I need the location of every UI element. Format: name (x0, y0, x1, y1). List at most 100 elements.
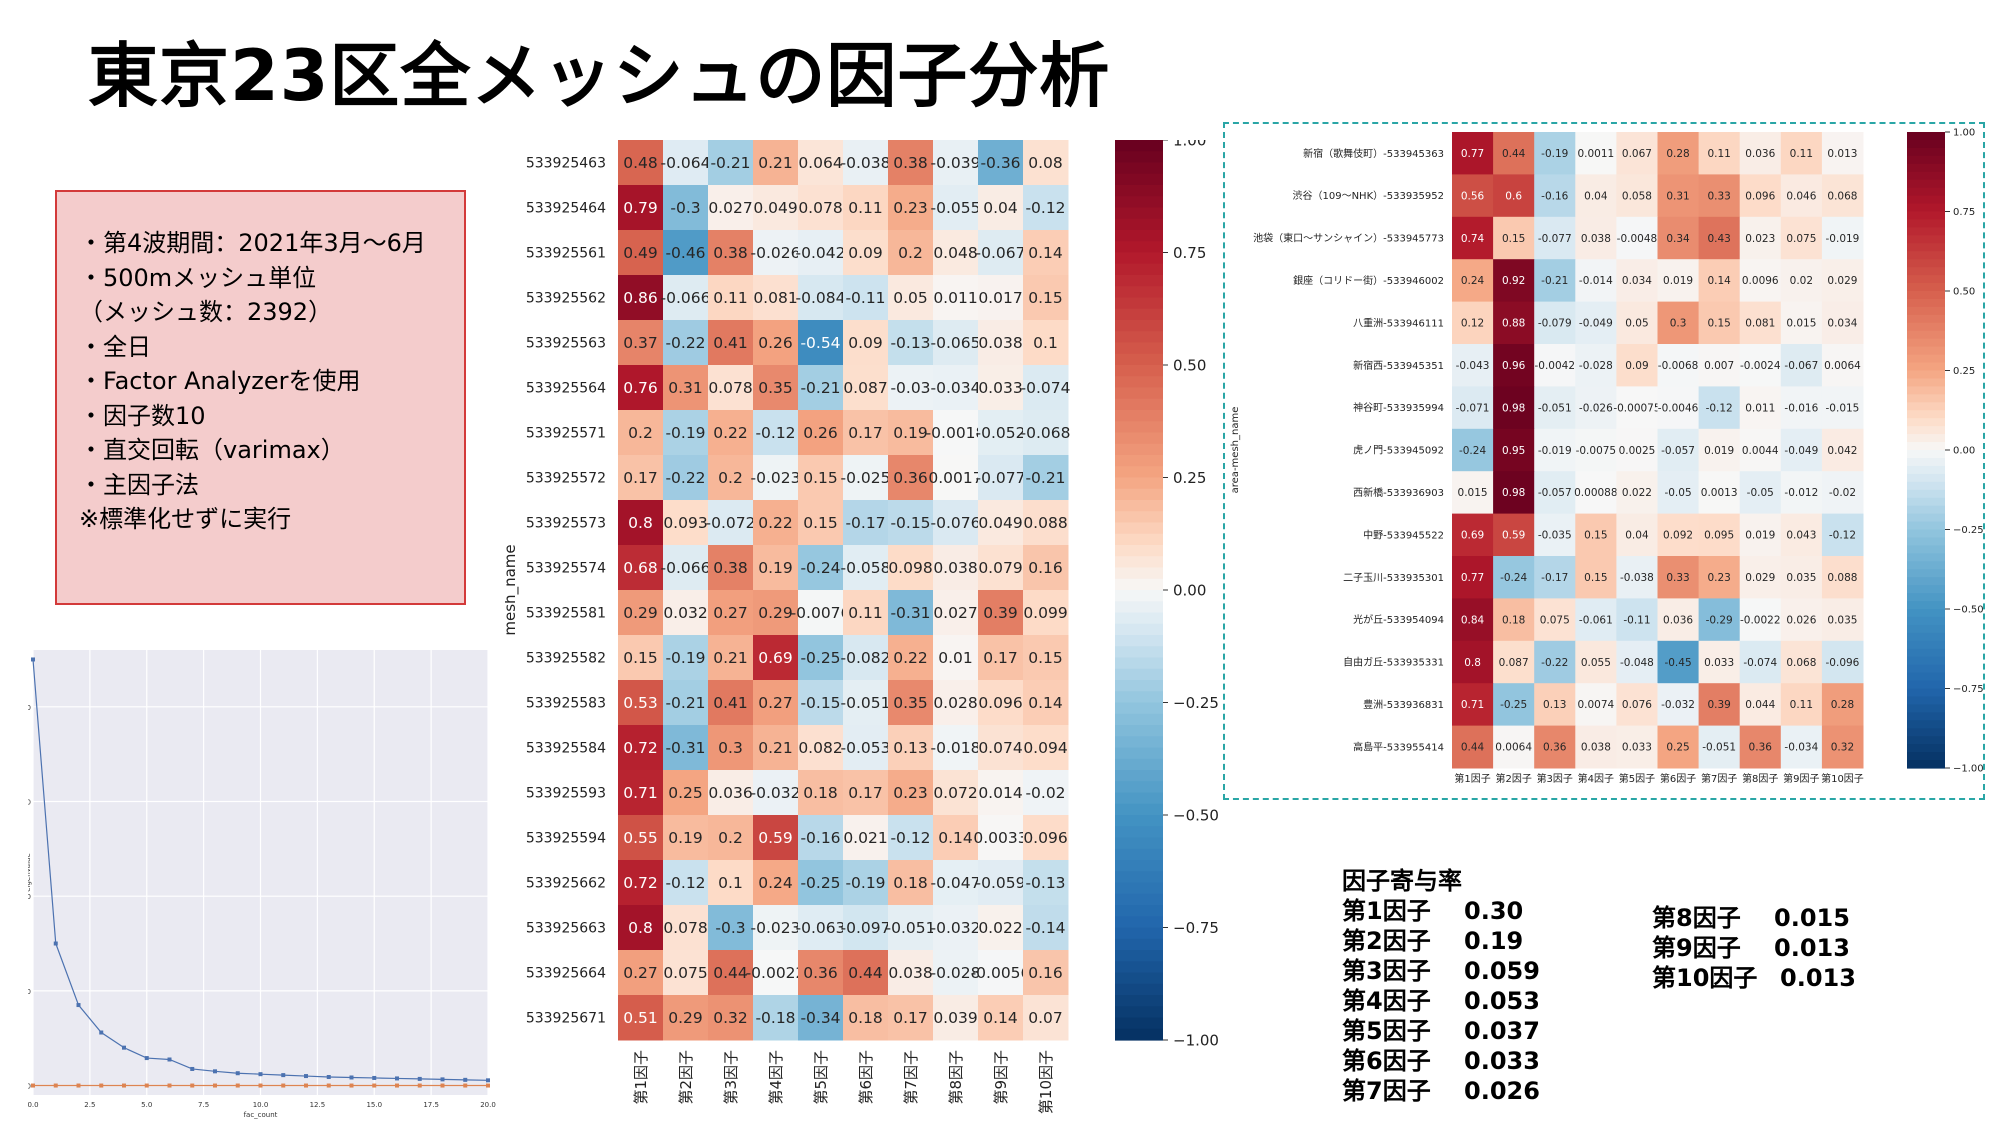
heatmap-cell-label: -0.21 (710, 154, 750, 172)
heatmap-cell-label: -0.21 (665, 694, 705, 712)
factor-value: 0.059 (1464, 957, 1540, 985)
heatmap-cell-label: 0.13 (893, 739, 928, 757)
colorbar-segment (1907, 418, 1945, 427)
heatmap-cell (1023, 725, 1069, 771)
colorbar-segment (1907, 426, 1945, 435)
heatmap-cell (798, 860, 844, 906)
heatmap-cell-label: -0.46 (665, 244, 705, 262)
contribution-row: 第1因子 0.30 (1342, 896, 1523, 926)
heatmap-cell (1023, 320, 1069, 366)
scree-plot-svg: 0.0 2.5 5.0 7.5 10.0 12.5 15.0 17.5 20.0 0 200 400 6… (18, 650, 496, 1119)
heatmap-cell (663, 860, 709, 906)
heatmap-row-label: 533925572 (526, 471, 606, 487)
heatmap-cell-label: 0.79 (623, 199, 658, 217)
heatmap-cell (753, 365, 799, 411)
heatmap-cell (708, 455, 754, 501)
heatmap-cell-label: 0.17 (893, 1009, 928, 1027)
heatmap-cell-label: -0.023 (751, 919, 801, 937)
heatmap-cell-label: 0.078 (708, 379, 752, 397)
heatmap-cell (1657, 174, 1700, 218)
heatmap-cell-label: 0.17 (848, 784, 883, 802)
heatmap-cell (888, 320, 934, 366)
heatmap-cell (1575, 513, 1617, 557)
heatmap-cell-label: 0.0013 (1701, 487, 1738, 499)
heatmap-cell (1739, 683, 1782, 727)
heatmap-cell (1493, 598, 1535, 642)
heatmap-cell-label: -0.067 (1784, 360, 1818, 372)
heatmap-cell (978, 185, 1024, 231)
heatmap-cell-label: 0.59 (758, 829, 793, 847)
heatmap-cell-label: 0.26 (758, 334, 793, 352)
contribution-left: 因子寄与率 第1因子 0.30 第2因子 0.19 第3因子 0.059 第4因子 0.… (1342, 866, 1540, 1106)
heatmap-column-label: 第9因子 (992, 1050, 1010, 1105)
colorbar-segment (1907, 481, 1945, 491)
heatmap-cell-label: 0.029 (1745, 572, 1775, 584)
heatmap-cell (1452, 132, 1494, 175)
heatmap-cell-label: -0.0056 (971, 964, 1031, 982)
colorbar-segment (1115, 983, 1163, 996)
heatmap-cell (843, 770, 889, 816)
heatmap-cell-label: -0.019 (1538, 445, 1572, 457)
colorbar-segment (1907, 338, 1945, 348)
heatmap-cell-label: -0.072 (706, 514, 756, 532)
colorbar-segment (1907, 696, 1945, 705)
heatmap-cell (663, 590, 709, 636)
heatmap-cell-label: 0.038 (1581, 233, 1611, 245)
factor-label: 第8因子 (1652, 904, 1741, 932)
heatmap-cell (708, 500, 754, 546)
heatmap-cell-label: 0.079 (978, 559, 1022, 577)
heatmap-cell-label: 0.71 (1461, 699, 1484, 711)
scree-data-point (144, 1056, 149, 1061)
heatmap-cell-label: 0.046 (1786, 190, 1816, 202)
heatmap-cell-label: -0.067 (976, 244, 1026, 262)
colorbar-segment (1907, 155, 1945, 165)
scree-data-point (395, 1076, 399, 1081)
heatmap-cell-label: -0.079 (1538, 318, 1572, 330)
heatmap-column-label: 第2因子 (677, 1050, 695, 1105)
heatmap-cell-label: -0.54 (800, 334, 840, 352)
colorbar-segment (1115, 927, 1163, 940)
heatmap-cell-label: -0.084 (796, 289, 846, 307)
colorbar-segment (1115, 263, 1163, 276)
heatmap-cell-label: -0.051 (1538, 402, 1572, 414)
heatmap-cell-label: -0.071 (1456, 402, 1490, 414)
heatmap-cell (1739, 301, 1782, 345)
heatmap-cell (888, 455, 934, 501)
heatmap-cell (663, 500, 709, 546)
heatmap-cell-label: -0.25 (1500, 699, 1527, 711)
heatmap-cell (1023, 680, 1069, 726)
colorbar-segment (1907, 306, 1945, 316)
heatmap-cell (1575, 725, 1617, 769)
heatmap-cell-label: -0.049 (1579, 318, 1613, 330)
heatmap-cell-label: -0.21 (800, 379, 840, 397)
heatmap-cell-label: -0.29 (1706, 614, 1733, 626)
heatmap-cell-label: 0.36 (1749, 742, 1773, 754)
scree-data-point (53, 1083, 58, 1088)
heatmap-cell (1698, 513, 1741, 557)
heatmap-cell (663, 905, 709, 951)
colorbar-segment (1907, 450, 1945, 459)
heatmap-cell-label: -0.035 (1538, 530, 1572, 542)
heatmap-cell (933, 275, 979, 321)
scree-y-axis-title: eigenvalue (28, 853, 32, 892)
heatmap-row-label: 虎ノ門-533945092 (1353, 445, 1444, 457)
heatmap-cell-label: 0.86 (623, 289, 658, 307)
heatmap-cell (663, 635, 709, 681)
heatmap-cell (978, 815, 1024, 861)
heatmap-cell-label: -0.082 (841, 649, 891, 667)
colorbar-segment (1115, 151, 1163, 164)
heatmap-cell (1657, 683, 1700, 727)
heatmap-cell-label: 0.015 (1458, 487, 1488, 499)
heatmap-cell-label: 0.18 (848, 1009, 883, 1027)
heatmap-cell-label: 0.036 (1745, 148, 1775, 160)
heatmap-cell-label: -0.16 (800, 829, 840, 847)
factor-value: 0.026 (1464, 1077, 1540, 1105)
heatmap-cell-label: -0.063 (796, 919, 846, 937)
heatmap-cell-label: 0.35 (893, 694, 928, 712)
heatmap-cell (798, 635, 844, 681)
heatmap-cell-label: 0.41 (713, 334, 748, 352)
heatmap-cell-label: 0.18 (893, 874, 928, 892)
heatmap-cell (1780, 598, 1823, 642)
heatmap-cell (1452, 598, 1494, 642)
heatmap-cell (663, 680, 709, 726)
